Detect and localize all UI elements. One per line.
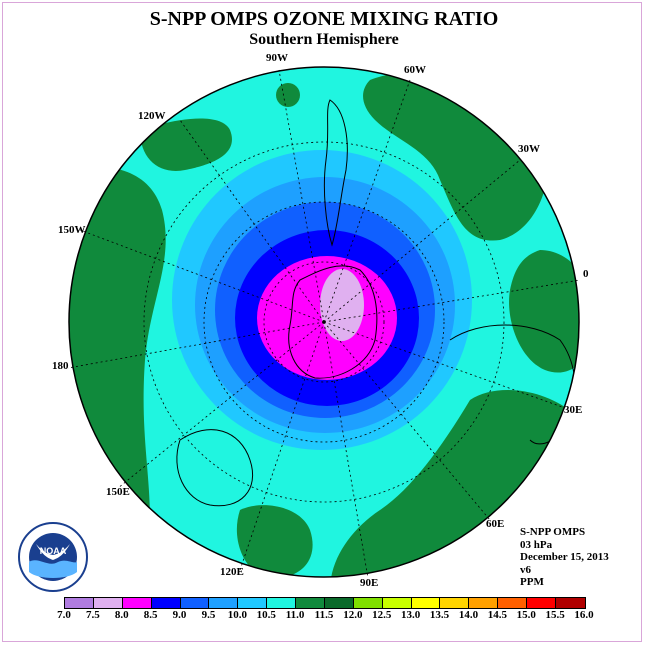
- page-frame: [2, 2, 642, 642]
- colorbar-swatch: [65, 598, 94, 608]
- colorbar-swatch: [267, 598, 296, 608]
- australia-coast: [176, 429, 254, 507]
- colorbar-swatch: [353, 598, 383, 608]
- colorbar-swatch: [238, 598, 268, 608]
- label-60w: 60W: [404, 64, 426, 76]
- label-150w: 150W: [58, 224, 86, 236]
- colorbar-swatch: [555, 598, 585, 608]
- info-date: December 15, 2013: [520, 551, 609, 563]
- map-subtitle: Southern Hemisphere: [249, 31, 399, 48]
- info-instrument: S-NPP OMPS: [520, 526, 586, 538]
- colorbar-tick-label: 15.5: [545, 609, 565, 621]
- colorbar-tick-label: 16.0: [574, 609, 594, 621]
- colorbar-tick-label: 13.5: [429, 609, 450, 621]
- colorbar-swatch: [296, 598, 325, 608]
- colorbar-swatch: [324, 598, 354, 608]
- colorbar-swatch: [440, 598, 470, 608]
- colorbar-tick-label: 7.0: [57, 609, 71, 621]
- contour-8-0: [320, 269, 364, 341]
- colorbar-swatch: [527, 598, 556, 608]
- label-30e: 30E: [564, 404, 583, 416]
- colorbar-tick-label: 13.0: [401, 609, 421, 621]
- colorbar-tick-label: 12.0: [343, 609, 363, 621]
- label-180: 180: [52, 360, 69, 372]
- colorbar-tick-label: 8.5: [143, 609, 158, 621]
- colorbar-swatch: [180, 598, 210, 608]
- info-block: S-NPP OMPS 03 hPa December 15, 2013 v6 P…: [520, 526, 609, 589]
- colorbar-ticks: 7.0 7.5 8.0 8.5 9.0 9.5 10.0 10.5 11.0 11.5 12.0 12…: [57, 609, 594, 623]
- south-america-coast: [323, 99, 348, 247]
- colorbar-tick-label: 11.0: [285, 609, 305, 621]
- label-150e: 150E: [106, 486, 130, 498]
- map-title: S-NPP OMPS OZONE MIXING RATIO: [149, 8, 499, 30]
- label-30w: 30W: [518, 143, 540, 155]
- colorbar-tick-label: 10.5: [256, 609, 276, 621]
- colorbar-tick-label: 9.0: [172, 609, 187, 621]
- colorbar-tick-label: 10.0: [227, 609, 247, 621]
- info-version: v6: [520, 563, 531, 576]
- antarctica-coast: [288, 265, 378, 379]
- label-90e: 90E: [360, 577, 379, 589]
- colorbar-tick-label: 15.0: [516, 609, 536, 621]
- colorbar-tick-label: 8.0: [114, 609, 129, 621]
- colorbar-swatch: [151, 598, 181, 608]
- info-units: PPM: [520, 576, 544, 588]
- noaa-logo-text: NOAA: [40, 546, 67, 556]
- colorbar: [64, 597, 586, 609]
- map-border: [68, 66, 580, 578]
- colorbar-tick-label: 14.0: [458, 609, 479, 621]
- colorbar-tick-label: 9.5: [201, 609, 216, 621]
- green-region-120w: [140, 118, 232, 171]
- colorbar-swatch: [209, 598, 239, 608]
- green-region-east: [509, 250, 579, 373]
- label-60e: 60E: [486, 518, 505, 530]
- colorbar-swatch: [382, 598, 412, 608]
- colorbar-swatch: [411, 598, 441, 608]
- graticule: [67, 69, 581, 579]
- colorbar-swatch: [122, 598, 152, 608]
- noaa-logo-icon: NOAA: [18, 522, 88, 592]
- colorbar-tick-label: 14.5: [487, 609, 507, 621]
- colorbar-tick-label: 7.5: [86, 609, 100, 621]
- label-120w: 120W: [138, 110, 166, 122]
- colorbar-swatch: [469, 598, 499, 608]
- colorbar-swatch: [93, 598, 123, 608]
- label-120e: 120E: [220, 566, 244, 578]
- colorbar-swatch: [498, 598, 527, 608]
- colorbar-tick-label: 11.5: [314, 609, 334, 621]
- green-region-south: [236, 505, 313, 577]
- green-spot: [276, 83, 300, 107]
- label-0: 0: [583, 268, 589, 280]
- colorbar-tick-label: 12.5: [372, 609, 392, 621]
- info-level: 03 hPa: [520, 538, 553, 551]
- label-90w: 90W: [266, 52, 288, 64]
